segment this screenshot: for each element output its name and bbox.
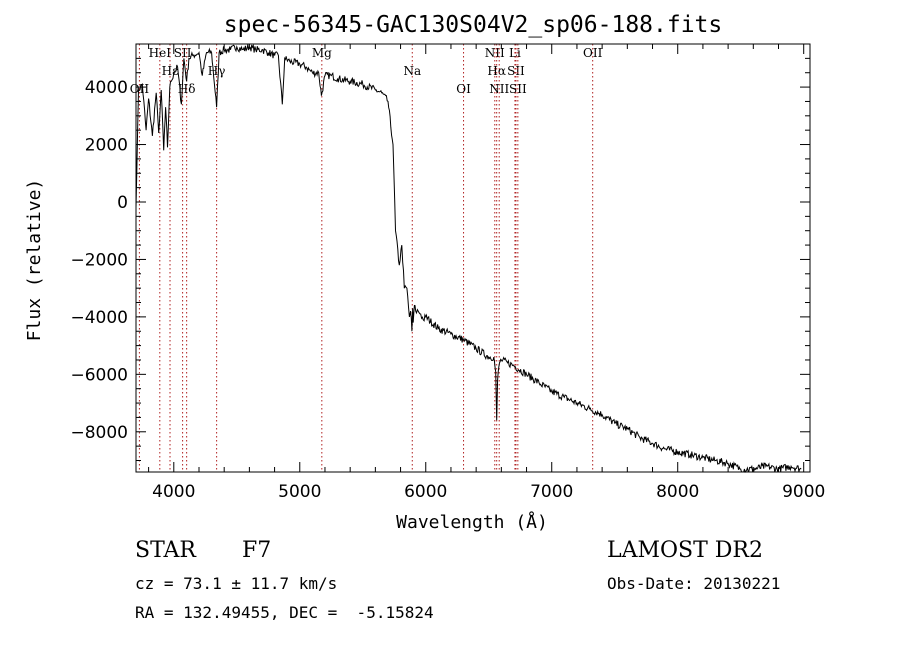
spectral-line-label: Mg	[312, 46, 332, 60]
spectral-line-label: SII	[507, 64, 525, 78]
obs-date: Obs-Date: 20130221	[607, 574, 781, 593]
spectral-line-label: Hα	[487, 64, 506, 78]
spectral-line-label: Li	[509, 46, 521, 60]
redshift-cz: cz = 73.1 ± 11.7 km/s	[135, 574, 338, 593]
spectral-line-label: NII	[485, 46, 505, 60]
series-flux-line	[135, 43, 802, 474]
spectral-line-label: OII	[130, 82, 150, 96]
spectral-line-label: OII	[583, 46, 603, 60]
x-tick-label: 6000	[404, 482, 447, 502]
y-tick-label: 0	[117, 193, 128, 213]
spectral-line-label: SII	[174, 46, 192, 60]
y-tick-label: −2000	[70, 250, 128, 270]
chart-title: spec-56345-GAC130S04V2_sp06-188.fits	[224, 12, 723, 38]
spectral-line-label: HeI	[149, 46, 172, 60]
ra-dec-coordinates: RA = 132.49455, DEC = -5.15824	[135, 603, 434, 622]
y-tick-label: −8000	[70, 423, 128, 443]
x-tick-label: 8000	[656, 482, 699, 502]
object-subclass: F7	[242, 538, 272, 563]
spectral-line-label: OI	[456, 82, 471, 96]
x-tick-label: 9000	[782, 482, 825, 502]
spectral-line-label: SII	[509, 82, 527, 96]
data-release: LAMOST DR2	[607, 538, 763, 563]
y-tick-label: 2000	[85, 136, 128, 156]
spectral-line-label: NII	[489, 82, 509, 96]
y-tick-label: 4000	[85, 78, 128, 98]
x-axis-label: Wavelength (Å)	[396, 511, 548, 533]
y-axis-label: Flux (relative)	[24, 179, 45, 342]
y-tick-label: −6000	[70, 365, 128, 385]
object-class: STAR	[135, 538, 196, 563]
plot-frame	[135, 43, 811, 473]
y-tick-label: −4000	[70, 308, 128, 328]
x-tick-label: 5000	[278, 482, 321, 502]
x-tick-label: 7000	[530, 482, 573, 502]
y-axis: −8000 −6000 −4000 −2000 0 2000 4000	[70, 57, 810, 462]
spectral-line-label: Hε	[162, 64, 179, 78]
spectral-line-label: Hγ	[208, 64, 226, 78]
x-axis: 4000 5000 6000 7000 8000 9000	[148, 44, 825, 502]
spectral-line-label: Na	[403, 64, 421, 78]
x-tick-label: 4000	[152, 482, 195, 502]
